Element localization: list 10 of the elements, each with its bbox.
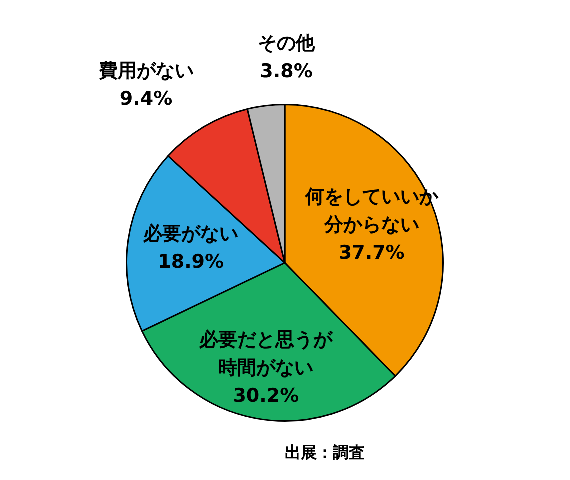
data-label: 30.2% xyxy=(233,384,300,407)
text: 出展：調査 xyxy=(285,443,365,462)
slice-label: 必要だと思うが時間がない xyxy=(198,328,334,379)
slice-label: その他 xyxy=(258,32,316,55)
data-label: 18.9% xyxy=(158,250,224,273)
data-label: 9.4% xyxy=(120,88,173,110)
slice-label: 費用がない xyxy=(98,60,194,82)
data-label: 3.8% xyxy=(260,60,313,83)
data-label: 37.7% xyxy=(338,242,405,264)
slice-label: 必要がない xyxy=(142,222,239,245)
